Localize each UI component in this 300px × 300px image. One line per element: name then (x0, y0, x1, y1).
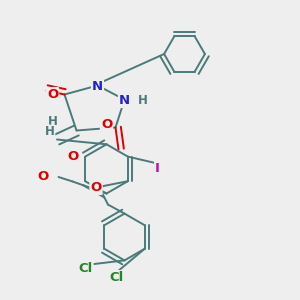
Text: O: O (38, 170, 49, 183)
Text: N: N (119, 94, 130, 107)
Text: O: O (90, 181, 102, 194)
Text: O: O (47, 88, 58, 101)
Text: H: H (45, 125, 54, 139)
Text: H: H (48, 115, 57, 128)
Text: O: O (68, 149, 79, 163)
Text: O: O (101, 118, 112, 131)
Text: H: H (138, 94, 147, 107)
Text: I: I (155, 161, 160, 175)
Text: N: N (92, 80, 103, 94)
Text: Cl: Cl (78, 262, 93, 275)
Text: Cl: Cl (110, 271, 124, 284)
